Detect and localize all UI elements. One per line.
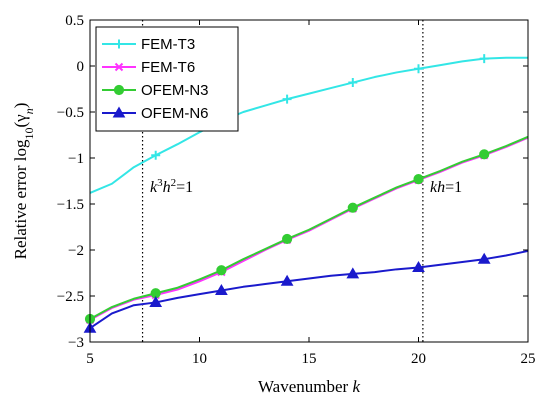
series-lines [89,56,529,330]
marker-ofem-n3 [216,265,227,276]
series-line-ofem-n3 [89,135,529,320]
marker-fem-t3 [479,54,489,64]
x-tick-label: 5 [86,351,94,367]
y-tick-label: −3 [68,335,84,351]
marker-ofem-n3 [413,174,424,185]
y-tick-label: −1 [68,151,84,167]
legend-label-fem-t3: FEM-T3 [141,36,195,53]
x-tick-label: 15 [302,351,317,367]
x-tick-label: 20 [411,351,426,367]
marker-ofem-n6 [280,274,294,286]
series-line-fem-t3 [89,56,528,194]
marker-fem-t3 [151,150,161,160]
x-tick-label: 10 [192,351,207,367]
y-tick-label: −0.5 [57,105,84,121]
annotation-kh: kh=1 [430,179,462,196]
legend-label-fem-t6: FEM-T6 [141,59,195,76]
legend-label-ofem-n3: OFEM-N3 [141,82,209,99]
marker-ofem-n6 [412,260,425,272]
marker-fem-t3 [348,78,358,88]
y-tick-label: −2.5 [57,289,84,305]
marker-ofem-n3 [347,202,358,213]
legend: FEM-T3 FEM-T6 OFEM-N3 OFEM-N6 [95,26,239,132]
legend-marker-ofem-n6 [112,106,126,118]
marker-ofem-n3 [479,149,490,160]
marker-fem-t3 [414,64,423,74]
legend-label-ofem-n6: OFEM-N6 [141,105,209,122]
y-axis-label: Relative error log10(γn) [11,103,36,260]
annotation-k3h2: k3h2=1 [150,177,193,196]
axis-ticks [89,19,529,343]
marker-fem-t3 [282,94,292,104]
series-line-ofem-n6 [89,249,529,330]
y-tick-label: −1.5 [57,197,84,213]
x-axis-label: Wavenumber k [258,377,360,396]
marker-ofem-n6 [215,283,228,295]
x-tick-label: 25 [521,351,536,367]
y-tick-label: 0.5 [65,13,84,29]
y-tick-label: −2 [68,243,84,259]
marker-ofem-n6 [149,295,163,307]
legend-marker-ofem-n3 [113,84,125,96]
marker-ofem-n3 [282,233,293,245]
legend-marker-fem-t6 [114,62,124,72]
tick-labels: 5 10 15 20 25 −3 −2.5 −2 −1.5 −1 −0.5 0 0.5 [57,13,536,367]
legend-marker-fem-t3 [114,39,124,49]
marker-ofem-n6 [477,252,491,264]
y-tick-label: 0 [77,59,85,75]
marker-ofem-n6 [346,267,360,279]
